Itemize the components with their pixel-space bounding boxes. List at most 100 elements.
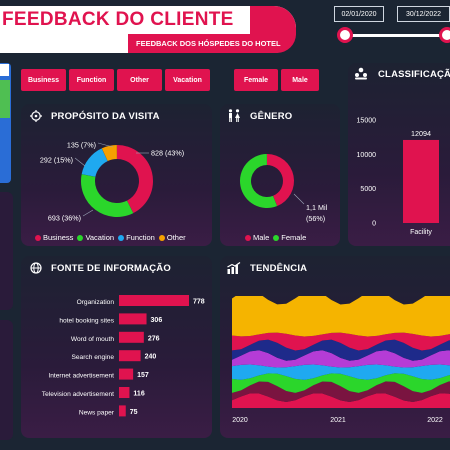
- purpose-legend-business[interactable]: Business: [35, 233, 73, 242]
- trend-area-band[interactable]: [232, 332, 450, 351]
- rating-y-tick: 0: [372, 221, 376, 228]
- header-title-bar: [0, 6, 250, 34]
- rating-y-tick: 10000: [357, 152, 377, 159]
- trend-x-tick: 2022: [427, 417, 443, 424]
- purpose-title: PROPÓSITO DA VISITA: [51, 111, 160, 122]
- rating-y-tick: 5000: [360, 186, 376, 193]
- purpose-legend-function[interactable]: Function: [118, 233, 155, 242]
- source-bar[interactable]: [119, 405, 126, 417]
- trend-area-band[interactable]: [232, 296, 450, 337]
- trend-area-band[interactable]: [232, 364, 450, 380]
- group-icon: [355, 67, 367, 80]
- trend-area-chart[interactable]: 2020 2021 2022: [220, 296, 450, 436]
- source-data-label: 75: [130, 409, 138, 416]
- purpose-card: PROPÓSITO DA VISITA 828 (43%) 693 (36%) 29…: [21, 104, 212, 246]
- side-map-panel[interactable]: [0, 63, 11, 183]
- purpose-donut-chart[interactable]: 828 (43%) 693 (36%) 292 (15%) 135 (7%): [21, 126, 212, 230]
- trend-card: TENDÊNCIA 2020 2021 2022: [220, 256, 450, 438]
- purpose-data-label: 292 (15%): [40, 156, 73, 165]
- gender-legend-male[interactable]: Male: [245, 233, 269, 242]
- page-subtitle: FEEDBACK DOS HÓSPEDES DO HOTEL: [136, 39, 281, 48]
- side-map-green: [0, 80, 10, 118]
- gender-card: GÊNERO 1,1 Mil (56%) Male Female: [220, 104, 340, 246]
- trend-x-tick: 2020: [232, 417, 248, 424]
- filter-vacation[interactable]: Vacation: [165, 69, 210, 91]
- purpose-leader-line: [82, 209, 94, 217]
- purpose-legend-label: Other: [166, 233, 186, 242]
- trend-title: TENDÊNCIA: [250, 263, 308, 274]
- gender-title: GÊNERO: [250, 111, 293, 122]
- source-data-label: 276: [148, 335, 160, 342]
- purpose-legend: Business Vacation Function Other: [35, 233, 186, 242]
- legend-dot-icon: [273, 234, 280, 241]
- rating-bar-facility[interactable]: [403, 139, 439, 223]
- source-bar[interactable]: [119, 295, 189, 306]
- date-slider-track[interactable]: [344, 34, 450, 37]
- source-bar[interactable]: [119, 368, 134, 380]
- trend-area-band[interactable]: [232, 373, 450, 393]
- purpose-legend-vacation[interactable]: Vacation: [77, 233, 114, 242]
- filter-male[interactable]: Male: [281, 69, 319, 91]
- purpose-data-label: 693 (36%): [48, 214, 81, 223]
- gender-legend-female[interactable]: Female: [273, 233, 306, 242]
- filter-female[interactable]: Female: [234, 69, 278, 91]
- gender-leader-line: [293, 193, 305, 205]
- date-start-input[interactable]: 02/01/2020: [334, 6, 384, 22]
- source-data-label: 306: [151, 317, 163, 324]
- purpose-slice-function[interactable]: [81, 148, 108, 177]
- source-bar-chart[interactable]: Organization 778 hotel booking sites 306 Wor…: [21, 286, 212, 436]
- trend-area-band[interactable]: [232, 381, 450, 402]
- rating-data-label: 12094: [411, 129, 431, 138]
- purpose-slice-other[interactable]: [101, 145, 117, 162]
- source-data-label: 116: [133, 391, 144, 398]
- side-map-white: [0, 64, 9, 76]
- source-bar[interactable]: [119, 313, 147, 325]
- trend-area-band[interactable]: [232, 339, 450, 361]
- source-category-label: News paper: [79, 409, 115, 416]
- rating-bar-chart[interactable]: 15000 10000 5000 0 12094 Facility: [348, 103, 450, 238]
- restroom-icon: [228, 109, 240, 122]
- gender-donut-chart[interactable]: 1,1 Mil (56%): [220, 126, 340, 230]
- page-title: FEEDBACK DO CLIENTE: [2, 9, 234, 30]
- legend-dot-icon: [118, 234, 125, 241]
- source-category-label: Internet advertisement: [48, 373, 114, 380]
- legend-dot-icon: [77, 234, 84, 241]
- source-card: FONTE DE INFORMAÇÃO Organization 778 hotel…: [21, 256, 212, 438]
- purpose-legend-other[interactable]: Other: [158, 233, 186, 242]
- globe-icon: [30, 262, 42, 274]
- gender-slice-male[interactable]: [267, 154, 294, 206]
- date-slider-handle-end[interactable]: [439, 27, 450, 43]
- growth-icon: [227, 262, 241, 274]
- filter-function[interactable]: Function: [69, 69, 114, 91]
- source-bar[interactable]: [119, 387, 130, 398]
- source-category-label: hotel booking sites: [59, 317, 114, 324]
- trend-area-band[interactable]: [232, 350, 450, 368]
- filter-business[interactable]: Business: [21, 69, 66, 91]
- side-panel-2: [0, 320, 13, 440]
- trend-x-tick: 2021: [330, 417, 346, 424]
- gender-legend: Male Female: [245, 233, 306, 242]
- purpose-data-label: 135 (7%): [67, 141, 96, 150]
- rating-x-tick: Facility: [410, 229, 432, 236]
- gender-slice-female[interactable]: [240, 154, 278, 208]
- source-data-label: 778: [193, 299, 205, 306]
- purpose-legend-label: Vacation: [85, 233, 115, 242]
- date-end-input[interactable]: 30/12/2022: [397, 6, 450, 22]
- date-slider-handle-start[interactable]: [337, 27, 353, 43]
- legend-dot-icon: [35, 234, 41, 241]
- rating-card: CLASSIFICAÇÃ 15000 10000 5000 0 12094 Facilit…: [348, 63, 450, 246]
- source-bar[interactable]: [119, 331, 144, 343]
- trend-area-band[interactable]: [232, 393, 450, 408]
- source-category-label: Search engine: [71, 354, 114, 361]
- purpose-slice-vacation[interactable]: [80, 174, 134, 217]
- filter-other[interactable]: Other: [117, 69, 162, 91]
- header-subtitle-bar: [128, 34, 296, 53]
- source-data-label: 240: [145, 354, 157, 361]
- source-bar[interactable]: [119, 350, 141, 362]
- purpose-leader-line: [97, 142, 114, 148]
- purpose-leader-line: [74, 157, 86, 167]
- purpose-data-label: 828 (43%): [151, 149, 184, 158]
- purpose-slice-business[interactable]: [117, 145, 154, 214]
- source-category-label: Television advertisement: [42, 391, 114, 398]
- source-data-label: 157: [137, 372, 149, 379]
